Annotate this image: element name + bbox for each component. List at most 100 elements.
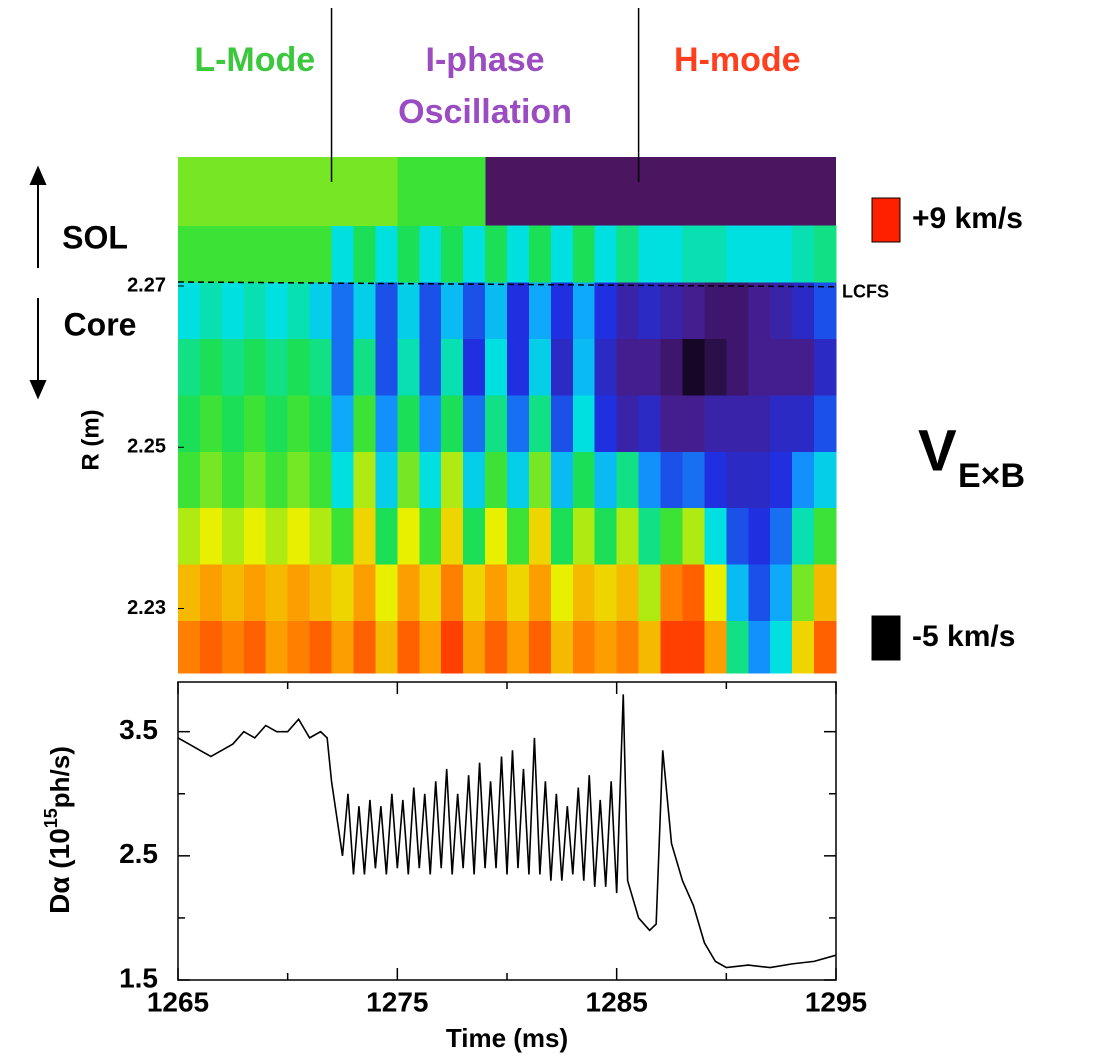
heatmap-cell bbox=[375, 620, 398, 674]
heatmap-cell bbox=[178, 157, 201, 227]
heatmap-cell bbox=[660, 281, 683, 339]
heatmap-cell bbox=[616, 620, 640, 674]
heatmap-cell bbox=[331, 507, 354, 565]
heatmap-cell bbox=[485, 564, 508, 622]
heatmap-cell bbox=[682, 507, 705, 565]
heatmap-cell bbox=[770, 394, 793, 452]
heatmap-cell bbox=[507, 394, 530, 452]
heatmap-cell bbox=[748, 225, 771, 283]
heatmap-cell bbox=[331, 225, 354, 283]
heatmap-cell bbox=[507, 564, 530, 622]
heatmap-cell bbox=[704, 451, 727, 509]
heatmap-cell bbox=[243, 564, 267, 622]
heatmap-cell bbox=[199, 564, 223, 622]
heatmap-cell bbox=[199, 281, 223, 339]
heatmap-cell bbox=[792, 338, 815, 396]
heatmap-cell bbox=[572, 620, 596, 674]
heatmap-cell bbox=[594, 451, 618, 509]
region-label: SOL bbox=[62, 219, 128, 255]
heatmap-cell bbox=[594, 225, 618, 283]
y-tick-label: 2.25 bbox=[127, 436, 166, 458]
heatmap-cell bbox=[638, 507, 662, 565]
heatmap-cell bbox=[463, 564, 486, 622]
heatmap-cell bbox=[748, 620, 771, 674]
heatmap-cell bbox=[814, 620, 837, 674]
heatmap-cell bbox=[616, 338, 640, 396]
heatmap-cell bbox=[638, 451, 662, 509]
heatmap-cell bbox=[441, 451, 464, 509]
heatmap-cell bbox=[331, 451, 354, 509]
heatmap-cell bbox=[419, 338, 442, 396]
heatmap-cell bbox=[682, 451, 705, 509]
heatmap-cell bbox=[353, 225, 376, 283]
heatmap-cell bbox=[375, 225, 398, 283]
heatmap-cell bbox=[792, 281, 815, 339]
heatmap-cell bbox=[594, 281, 618, 339]
arrow-head bbox=[29, 165, 47, 185]
heatmap-cell bbox=[353, 451, 376, 509]
heatmap-cell bbox=[441, 394, 464, 452]
x-axis-label: Time (ms) bbox=[446, 1023, 568, 1053]
heatmap-cell bbox=[243, 157, 267, 227]
heatmap-cell bbox=[353, 394, 376, 452]
heatmap-cell bbox=[748, 507, 771, 565]
heatmap-cell bbox=[287, 564, 311, 622]
heatmap-cell bbox=[770, 225, 793, 283]
heatmap-cell bbox=[397, 451, 420, 509]
heatmap-cell bbox=[638, 620, 662, 674]
heatmap-cell bbox=[660, 620, 683, 674]
heatmap-cell bbox=[353, 338, 376, 396]
y-axis-label-superscript: 15 bbox=[41, 808, 61, 828]
heatmap-cell bbox=[199, 157, 223, 227]
region-label: Core bbox=[64, 306, 137, 342]
heatmap-cell bbox=[594, 564, 618, 622]
heatmap-cell bbox=[353, 157, 376, 227]
heatmap-cell bbox=[178, 507, 201, 565]
heatmap-cell bbox=[572, 338, 596, 396]
heatmap-cell bbox=[178, 225, 201, 283]
heatmap-cell bbox=[616, 507, 640, 565]
heatmap-cell bbox=[221, 394, 245, 452]
heatmap-cell bbox=[331, 394, 354, 452]
heatmap-cell bbox=[331, 157, 354, 227]
heatmap-cell bbox=[485, 225, 508, 283]
phase-label: I-phase Oscillation bbox=[398, 41, 572, 131]
colorbar-swatch bbox=[871, 615, 901, 661]
heatmap-cell bbox=[770, 564, 793, 622]
heatmap-cell bbox=[814, 338, 837, 396]
heatmap-cell bbox=[485, 451, 508, 509]
heatmap-cell bbox=[309, 338, 333, 396]
heatmap-cell bbox=[221, 507, 245, 565]
heatmap-cell bbox=[287, 394, 311, 452]
heatmap-cell bbox=[550, 394, 574, 452]
heatmap-cell bbox=[726, 225, 749, 283]
heatmap-cell bbox=[660, 225, 683, 283]
heatmap-cell bbox=[660, 338, 683, 396]
heatmap-cell bbox=[616, 281, 640, 339]
heatmap-cell bbox=[463, 157, 486, 227]
heatmap-cell bbox=[463, 281, 486, 339]
heatmap-cell bbox=[397, 338, 420, 396]
heatmap-cell bbox=[770, 451, 793, 509]
y-tick-label: 2.27 bbox=[127, 274, 166, 296]
heatmap-cell bbox=[660, 507, 683, 565]
heatmap-cell bbox=[616, 394, 640, 452]
colorbar-label: -5 km/s bbox=[912, 620, 1015, 653]
heatmap-cell bbox=[748, 281, 771, 339]
heatmap-cell bbox=[178, 281, 201, 339]
heatmap-cell bbox=[748, 451, 771, 509]
heatmap-cell bbox=[528, 620, 552, 674]
heatmap-cell bbox=[397, 620, 420, 674]
heatmap-cell bbox=[221, 225, 245, 283]
heatmap-cell bbox=[331, 564, 354, 622]
heatmap-cell bbox=[287, 507, 311, 565]
heatmap-cell bbox=[748, 338, 771, 396]
heatmap-cell bbox=[704, 225, 727, 283]
heatmap-cell bbox=[528, 281, 552, 339]
heatmap-cell bbox=[814, 394, 837, 452]
heatmap-cell bbox=[243, 281, 267, 339]
heatmap-cell bbox=[397, 225, 420, 283]
heatmap-cell bbox=[331, 338, 354, 396]
heatmap-cell bbox=[594, 620, 618, 674]
